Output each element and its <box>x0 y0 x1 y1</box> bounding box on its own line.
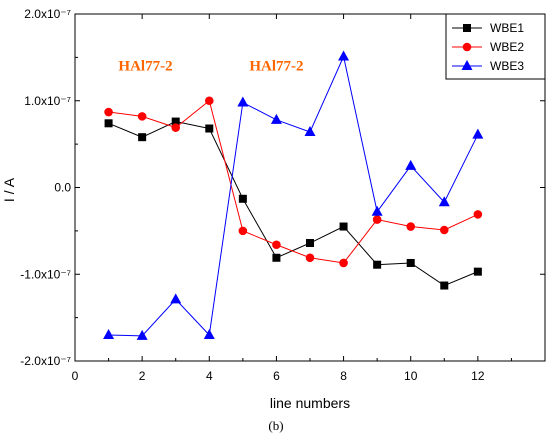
data-point-triangle <box>203 328 215 339</box>
series-wbe3 <box>103 50 484 340</box>
data-point-triangle <box>270 113 282 124</box>
x-tick-label: 8 <box>340 369 347 383</box>
data-point-square <box>205 124 214 133</box>
data-point-triangle <box>405 159 417 170</box>
series-line <box>108 121 479 287</box>
data-point-square <box>406 258 415 267</box>
data-point-circle <box>104 107 113 117</box>
legend-label: WBE3 <box>490 59 524 73</box>
data-point-square <box>306 239 314 248</box>
data-point-triangle <box>136 329 148 340</box>
data-point-circle <box>372 215 382 224</box>
data-point-triangle <box>438 196 450 207</box>
y-tick-label: 0.0 <box>54 181 71 195</box>
data-point-circle <box>137 112 147 121</box>
data-point-triangle <box>237 96 249 107</box>
data-point-circle <box>339 258 348 268</box>
data-point-triangle <box>304 125 316 136</box>
annotation-label: HAl77-2 <box>118 58 172 74</box>
data-point-circle <box>439 225 449 235</box>
legend-item-wbe1: WBE1 <box>452 21 524 35</box>
data-point-circle <box>462 42 472 52</box>
x-tick-label: 2 <box>139 369 146 383</box>
series-wbe2 <box>104 96 483 268</box>
data-point-square <box>171 117 180 126</box>
annotations: HAl77-2 HAl77-2 <box>118 58 303 74</box>
data-point-circle <box>305 253 315 263</box>
y-tick-label: 2.0x10⁻⁷ <box>24 7 71 21</box>
data-point-square <box>440 281 449 290</box>
y-tick-label: -1.0x10⁻⁷ <box>20 267 71 281</box>
data-point-square <box>238 194 247 203</box>
x-tick-label: 0 <box>72 369 79 383</box>
series-wbe1 <box>104 117 482 290</box>
legend-item-wbe3: WBE3 <box>452 59 524 73</box>
data-point-square <box>272 253 281 262</box>
x-tick-label: 10 <box>404 369 418 383</box>
x-tick-label: 12 <box>471 369 485 383</box>
data-point-square <box>138 133 147 142</box>
series-line <box>108 99 479 264</box>
data-point-square <box>104 119 113 128</box>
figure-caption: (b) <box>268 418 283 433</box>
data-point-circle <box>171 123 181 132</box>
y-tick-label: -2.0x10⁻⁷ <box>20 354 71 368</box>
legend-label: WBE2 <box>490 40 524 54</box>
x-tick-label: 4 <box>206 369 213 383</box>
data-point-square <box>473 267 482 276</box>
data-point-square <box>339 222 348 231</box>
series-line <box>108 54 479 337</box>
legend-label: WBE1 <box>490 21 524 35</box>
data-point-triangle <box>371 205 383 216</box>
series-layer <box>103 50 484 340</box>
data-point-triangle <box>170 293 182 304</box>
data-point-circle <box>406 222 416 231</box>
axis-ticks: 0 2 4 6 8 10 12 -2.0x10⁻⁷ -1.0x10⁻⁷ 0.0 1.0x10⁻⁷ 2.… <box>20 7 545 383</box>
data-point-triangle <box>103 328 115 339</box>
data-point-triangle <box>472 128 484 139</box>
x-axis-label: line numbers <box>270 395 350 411</box>
legend: WBE1 WBE2 WBE3 <box>445 13 546 80</box>
y-axis-label: I / A <box>1 177 17 202</box>
legend-item-wbe2: WBE2 <box>452 40 524 54</box>
data-point-circle <box>272 240 281 250</box>
data-point-square <box>463 24 471 32</box>
y-tick-label: 1.0x10⁻⁷ <box>24 94 71 108</box>
annotation-label: HAl77-2 <box>249 58 303 74</box>
x-tick-label: 6 <box>273 369 280 383</box>
data-point-circle <box>238 226 248 236</box>
data-point-square <box>373 260 382 269</box>
data-point-circle <box>473 210 483 219</box>
data-point-triangle <box>338 50 350 61</box>
data-point-circle <box>204 96 214 106</box>
data-point-triangle <box>461 60 473 70</box>
